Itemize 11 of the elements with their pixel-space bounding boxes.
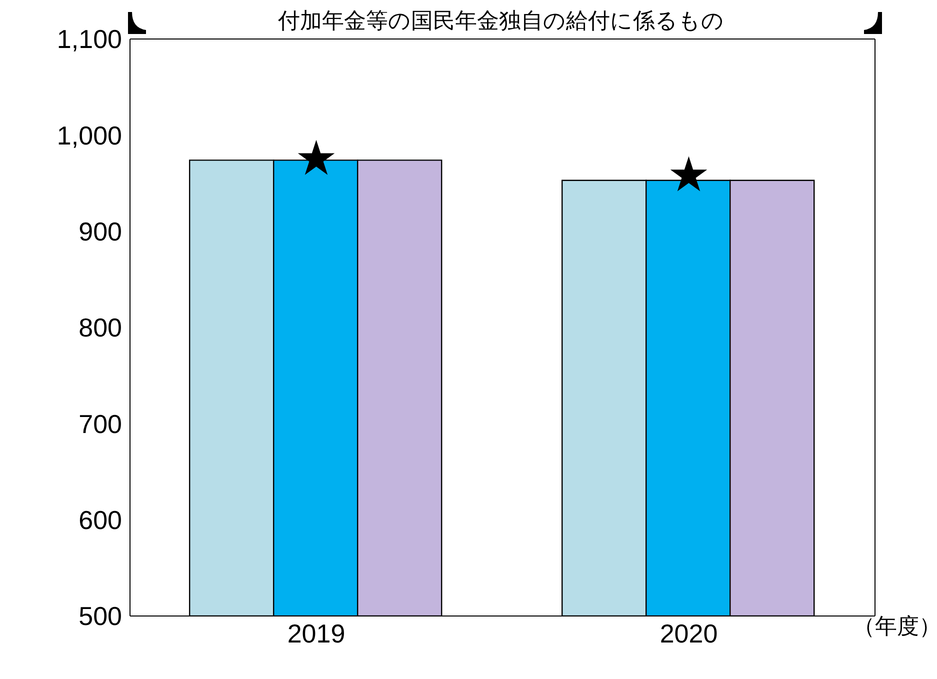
y-tick-label: 800 xyxy=(78,312,122,343)
x-tick-label: 2020 xyxy=(660,618,718,648)
y-tick-label: 500 xyxy=(78,601,122,632)
y-tick-label: 900 xyxy=(78,216,122,247)
x-tick-label: 2019 xyxy=(287,618,346,648)
chart-title: 付加年金等の国民年金独自の給付に係るもの xyxy=(277,8,725,34)
y-tick-label: 1,000 xyxy=(56,120,122,150)
y-tick-label: 1,100 xyxy=(56,24,122,54)
x-axis-title: （年度） xyxy=(853,614,937,639)
y-tick-label: 700 xyxy=(78,408,122,439)
y-tick-label: 600 xyxy=(78,505,122,536)
